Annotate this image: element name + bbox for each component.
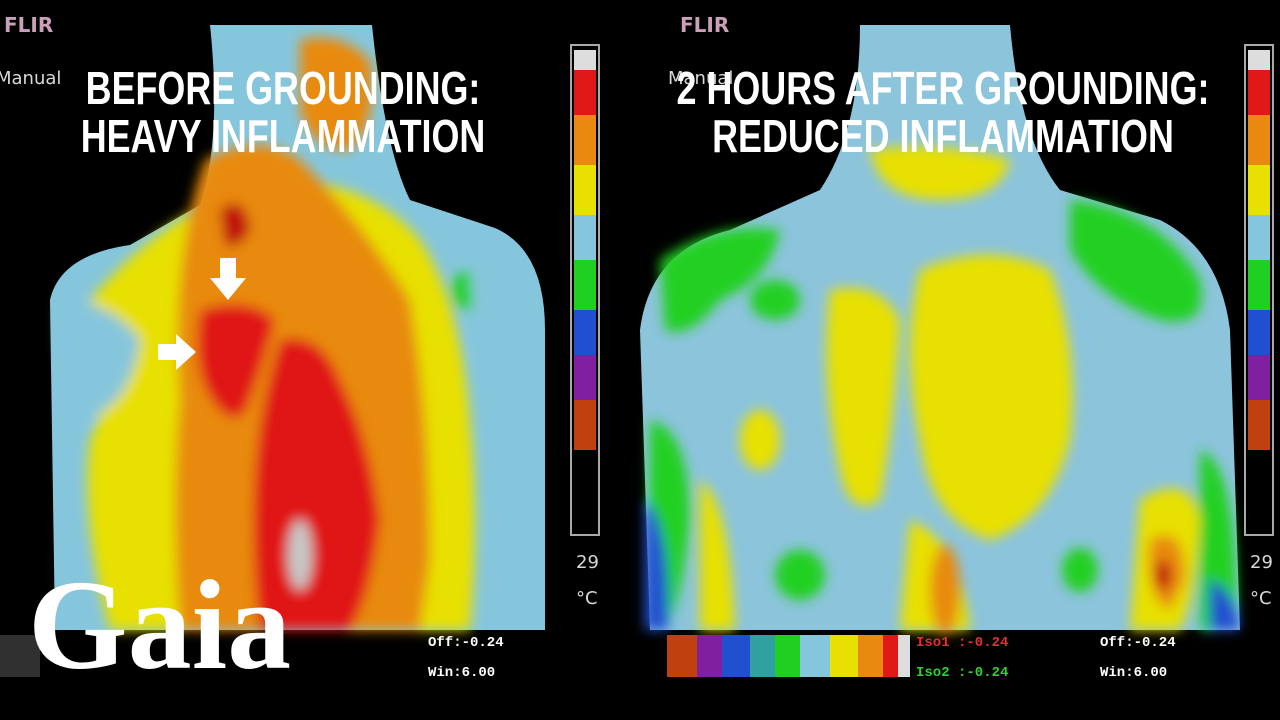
thermal-after <box>640 25 1240 635</box>
iso1: Iso1 :-0.24 <box>916 635 1008 651</box>
brand: FLIR <box>680 13 729 37</box>
scale-min: 29 <box>1250 552 1273 573</box>
iso2: Iso2 :-0.24 <box>916 665 1008 681</box>
arrow-down <box>210 258 246 300</box>
offset: Off:-0.24 <box>428 635 504 651</box>
color-scale-right <box>1244 44 1274 536</box>
mode: Manual <box>0 68 61 89</box>
unit: °C <box>1250 588 1272 609</box>
color-bar-left <box>0 635 40 677</box>
window: Win:6.00 <box>428 665 495 681</box>
offset: Off:-0.24 <box>1100 635 1176 651</box>
title-line: REDUCED INFLAMMATION <box>712 111 1174 162</box>
color-bar-bottom <box>667 635 910 677</box>
title-line: 2 HOURS AFTER GROUNDING: <box>677 63 1210 114</box>
title-line: BEFORE GROUNDING: <box>86 63 481 114</box>
scale-min: 29 <box>576 552 599 573</box>
unit: °C <box>576 588 598 609</box>
thermal-before <box>50 25 545 630</box>
window: Win:6.00 <box>1100 665 1167 681</box>
title-after: 2 HOURS AFTER GROUNDING: REDUCED INFLAMM… <box>677 63 1210 162</box>
title-line: HEAVY INFLAMMATION <box>81 111 486 162</box>
arrow-right <box>158 334 196 370</box>
color-scale-left <box>570 44 600 536</box>
brand: FLIR <box>4 13 53 37</box>
logo: Gaia <box>28 554 291 696</box>
title-before: BEFORE GROUNDING: HEAVY INFLAMMATION <box>81 63 486 162</box>
mode: Manual <box>668 68 733 89</box>
